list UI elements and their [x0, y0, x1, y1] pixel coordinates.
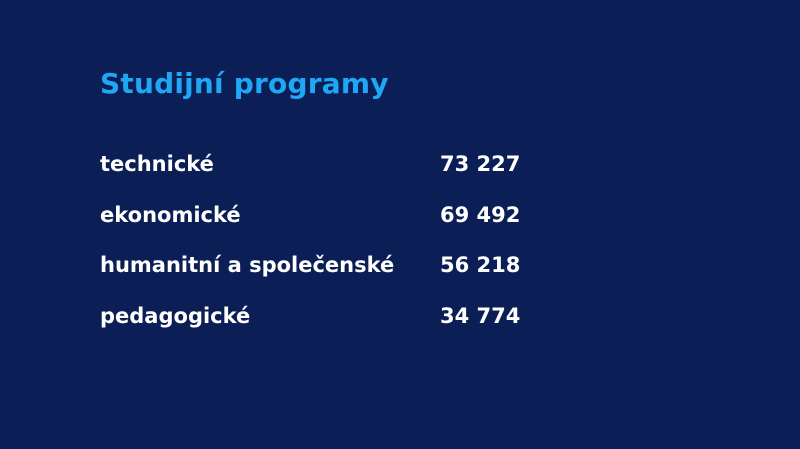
program-label: humanitní a společenské [100, 253, 395, 277]
program-label: technické [100, 152, 214, 176]
program-count: 34 774 [440, 303, 521, 328]
slide-title: Studijní programy [100, 67, 389, 100]
program-row-pedagogicke: pedagogické 34 774 [100, 298, 560, 349]
program-count: 56 218 [440, 253, 521, 277]
program-count: 69 492 [440, 202, 521, 227]
program-row-ekonomicke: ekonomické 69 492 [100, 197, 560, 248]
program-row-humanitni: humanitní a společenské 56 218 [100, 247, 560, 298]
program-list: technické 73 227 ekonomické 69 492 human… [100, 146, 560, 348]
program-count: 73 227 [440, 152, 521, 176]
program-label: pedagogické [100, 303, 251, 328]
program-label: ekonomické [100, 202, 241, 227]
program-row-technicke: technické 73 227 [100, 146, 560, 197]
